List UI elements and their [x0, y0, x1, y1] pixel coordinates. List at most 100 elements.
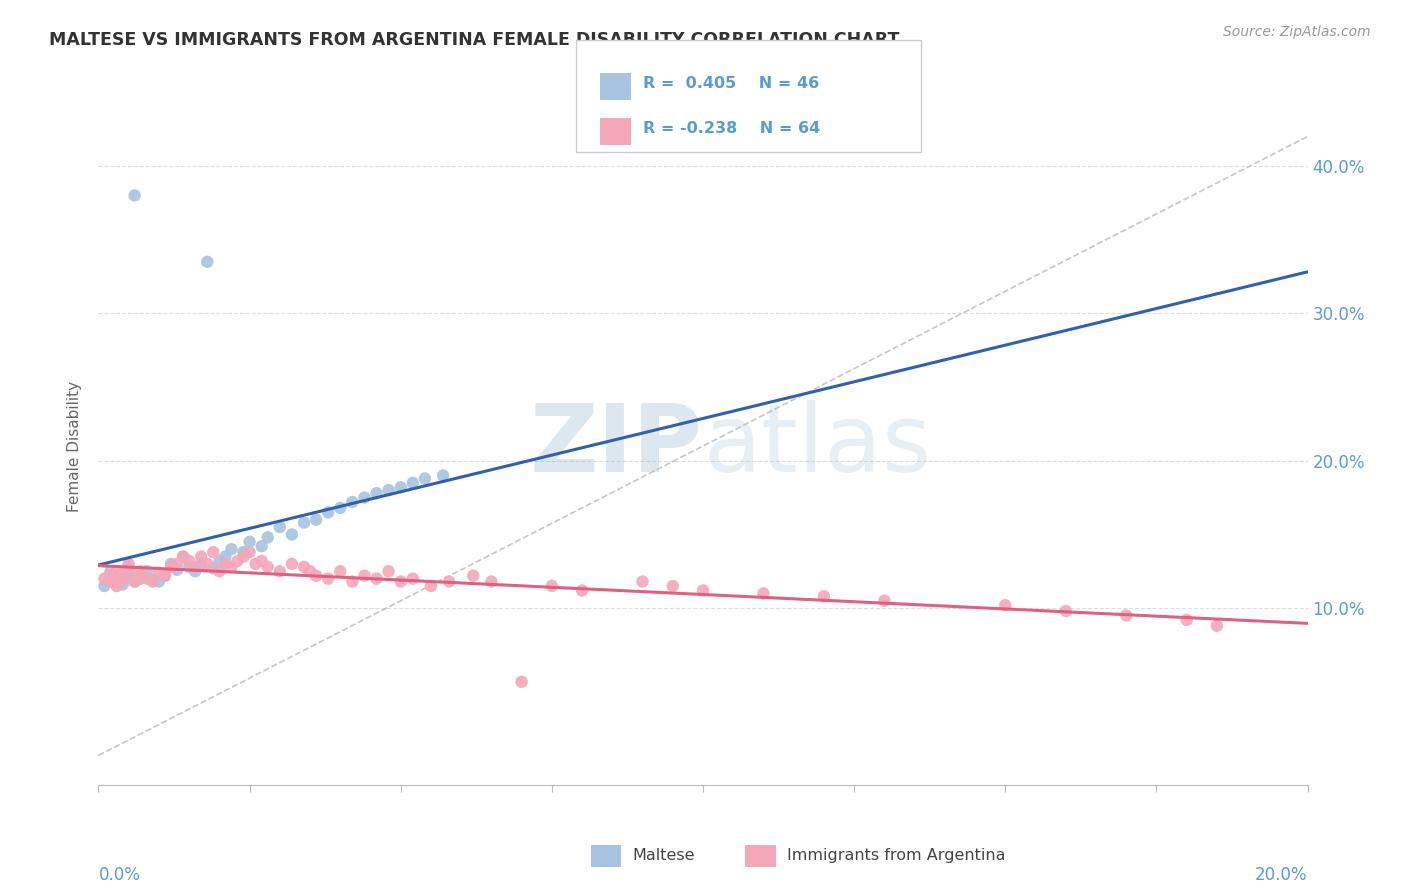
Point [100, 564, 122, 578]
Point [342, 574, 364, 589]
Point [389, 480, 412, 494]
Point [118, 559, 141, 574]
Point [305, 568, 328, 582]
Text: Immigrants from Argentina: Immigrants from Argentina [787, 848, 1005, 863]
Point [166, 557, 188, 571]
Point [214, 549, 236, 564]
Point [353, 491, 375, 505]
Y-axis label: Female Disability: Female Disability [67, 380, 83, 512]
Point [692, 583, 714, 598]
Point [281, 557, 304, 571]
Point [184, 559, 207, 574]
Point [111, 573, 134, 587]
Point [1206, 619, 1229, 633]
Point [124, 568, 146, 582]
Point [239, 534, 262, 549]
Point [124, 188, 146, 202]
Point [221, 559, 243, 574]
Point [129, 568, 152, 582]
Point [269, 564, 291, 578]
Point [463, 568, 485, 582]
Point [752, 586, 775, 600]
Point [202, 545, 225, 559]
Point [118, 557, 141, 571]
Text: Maltese: Maltese [633, 848, 695, 863]
Point [366, 486, 388, 500]
Point [1115, 608, 1137, 623]
Point [631, 574, 654, 589]
Point [353, 568, 375, 582]
Point [135, 572, 157, 586]
Point [129, 564, 152, 578]
Text: 20.0%: 20.0% [1256, 866, 1308, 884]
Point [432, 468, 454, 483]
Point [184, 564, 207, 578]
Point [292, 516, 315, 530]
Point [190, 557, 212, 571]
Point [316, 572, 339, 586]
Point [190, 549, 212, 564]
Point [281, 527, 304, 541]
Point [250, 554, 273, 568]
Point [93, 579, 115, 593]
Point [100, 572, 122, 586]
Point [148, 574, 170, 589]
Text: ZIP: ZIP [530, 400, 703, 492]
Point [129, 572, 152, 586]
Point [377, 483, 399, 498]
Point [437, 574, 460, 589]
Point [1054, 604, 1077, 618]
Point [226, 554, 249, 568]
Point [124, 574, 146, 589]
Point [256, 559, 278, 574]
Point [142, 574, 165, 589]
Point [377, 564, 399, 578]
Point [316, 505, 339, 519]
Point [195, 557, 218, 571]
Point [179, 559, 201, 574]
Point [413, 471, 436, 485]
Point [142, 573, 165, 587]
Point [214, 557, 236, 571]
Text: R =  0.405    N = 46: R = 0.405 N = 46 [643, 76, 818, 91]
Text: atlas: atlas [703, 400, 931, 492]
Text: 0.0%: 0.0% [98, 866, 141, 884]
Point [160, 557, 183, 571]
Point [166, 563, 188, 577]
Text: R = -0.238    N = 64: R = -0.238 N = 64 [643, 121, 820, 136]
Point [366, 572, 388, 586]
Point [111, 573, 134, 587]
Point [389, 574, 412, 589]
Point [208, 564, 231, 578]
Point [124, 574, 146, 589]
Point [994, 598, 1017, 612]
Point [402, 475, 425, 490]
Point [111, 577, 134, 591]
Point [232, 549, 254, 564]
Point [481, 574, 503, 589]
Text: Source: ZipAtlas.com: Source: ZipAtlas.com [1223, 25, 1371, 39]
Point [329, 564, 352, 578]
Point [148, 566, 170, 580]
Point [661, 579, 683, 593]
Point [208, 554, 231, 568]
Point [105, 579, 128, 593]
Point [179, 554, 201, 568]
Point [510, 674, 533, 689]
Point [571, 583, 593, 598]
Point [813, 590, 835, 604]
Text: MALTESE VS IMMIGRANTS FROM ARGENTINA FEMALE DISABILITY CORRELATION CHART: MALTESE VS IMMIGRANTS FROM ARGENTINA FEM… [49, 31, 900, 49]
Point [172, 549, 194, 564]
Point [540, 579, 562, 593]
Point [256, 530, 278, 544]
Point [100, 568, 122, 582]
Point [160, 559, 183, 574]
Point [329, 500, 352, 515]
Point [105, 568, 128, 582]
Point [118, 570, 141, 584]
Point [305, 513, 328, 527]
Point [232, 545, 254, 559]
Point [250, 539, 273, 553]
Point [105, 574, 128, 589]
Point [239, 545, 262, 559]
